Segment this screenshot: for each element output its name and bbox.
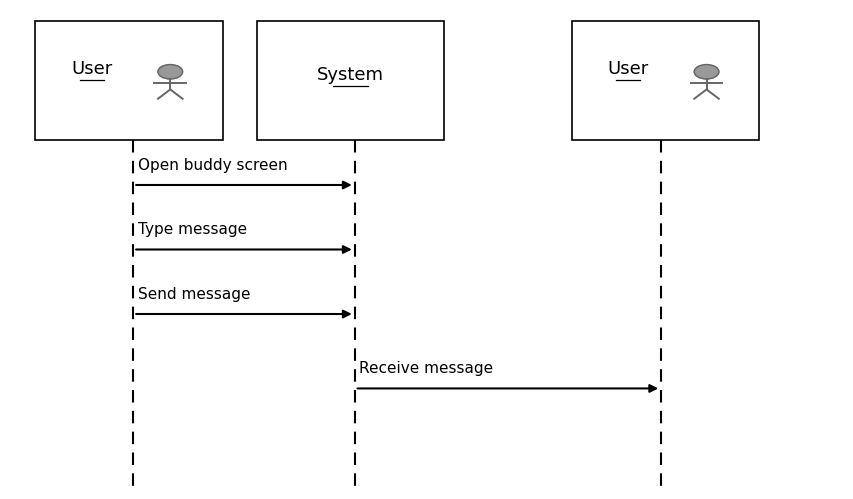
Text: Send message: Send message	[137, 286, 250, 301]
FancyBboxPatch shape	[35, 21, 223, 140]
Text: System: System	[316, 66, 384, 84]
Circle shape	[158, 64, 183, 79]
Text: User: User	[71, 60, 112, 78]
FancyBboxPatch shape	[571, 21, 758, 140]
Text: User: User	[606, 60, 647, 78]
Circle shape	[693, 64, 718, 79]
Text: Open buddy screen: Open buddy screen	[137, 158, 287, 173]
Text: Receive message: Receive message	[358, 361, 492, 376]
Text: Type message: Type message	[137, 222, 247, 237]
FancyBboxPatch shape	[257, 21, 444, 140]
